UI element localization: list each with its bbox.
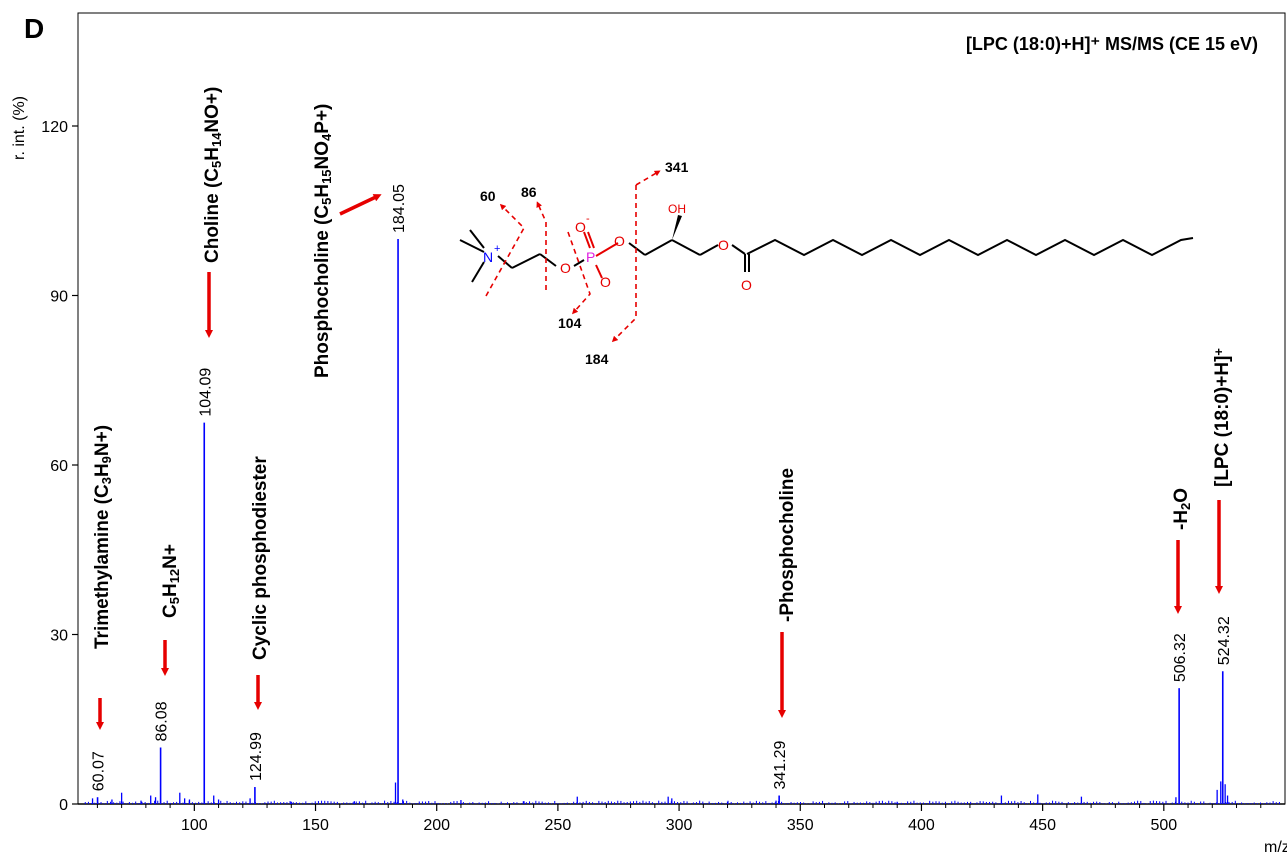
y-axis-label: r. int. (%)	[11, 96, 28, 160]
atom-o-1: O	[560, 260, 571, 276]
y-ticks: 0 30 60 90 120	[41, 119, 78, 814]
atom-o-minus-charge: -	[586, 213, 590, 225]
atom-n: N	[483, 249, 493, 265]
fragment-label-341: 341	[665, 159, 689, 175]
arrow-phosphocholine	[339, 194, 382, 216]
x-ticks: 100 150 200 250 300 350 400 450 500	[96, 804, 1262, 834]
x-tick-label: 200	[423, 817, 450, 834]
x-tick-label: 350	[787, 817, 814, 834]
x-tick-label: 400	[908, 817, 935, 834]
annotation-c5h12n: C5H12N+	[160, 544, 182, 618]
annotation-arrows	[96, 194, 1223, 730]
x-axis-label: m/z	[1264, 839, 1287, 856]
fragment-label-60: 60	[480, 188, 496, 204]
y-tick-label: 120	[41, 119, 68, 136]
fragment-label-104: 104	[558, 315, 582, 331]
atom-o-2: O	[614, 233, 625, 249]
atom-o-minus: O	[575, 219, 586, 235]
peak-label: 184.05	[391, 184, 408, 233]
labeled-peaks: 60.07 86.08 104.09 124.99 184.05 341.29 506.32…	[91, 184, 1233, 804]
peak-label: 86.08	[154, 701, 171, 741]
peak-label: 341.29	[772, 740, 789, 789]
peak-label: 60.07	[91, 751, 108, 791]
lpc-structure: N + O P O - O O OH O O 60 86 341 104 184	[459, 159, 1194, 367]
atom-oh: OH	[668, 202, 686, 216]
x-tick-label: 100	[181, 817, 208, 834]
minor-peaks	[84, 781, 1280, 804]
atom-p: P	[586, 249, 595, 265]
y-tick-label: 60	[50, 458, 68, 475]
atom-o-3: O	[718, 237, 729, 253]
atom-o-double: O	[600, 274, 611, 290]
x-tick-label: 150	[302, 817, 329, 834]
panel-letter: D	[24, 13, 44, 44]
annotation-phosphocholine: Phosphocholine (C5H15NO4P+)	[312, 104, 334, 378]
annotation-minus-phosphocholine: -Phosphocholine	[777, 468, 798, 622]
peak-label: 506.32	[1172, 633, 1189, 682]
peak-label: 124.99	[248, 732, 265, 781]
atom-n-charge: +	[494, 243, 500, 255]
x-tick-label: 450	[1029, 817, 1056, 834]
annotation-precursor: [LPC (18:0)+H]+	[1211, 348, 1233, 487]
peak-label: 524.32	[1216, 616, 1233, 665]
chart-title: [LPC (18:0)+H]⁺ MS/MS (CE 15 eV)	[966, 34, 1258, 54]
y-tick-label: 0	[59, 797, 68, 814]
annotation-minus-h2o: -H2O	[1171, 488, 1193, 530]
atom-o-carbonyl: O	[741, 277, 752, 293]
peak-label: 104.09	[197, 368, 214, 417]
annotation-choline: Choline (C5H14NO+)	[202, 87, 224, 263]
x-tick-label: 500	[1150, 817, 1177, 834]
y-tick-label: 30	[50, 628, 68, 645]
fragment-label-86: 86	[521, 184, 537, 200]
x-tick-label: 250	[545, 817, 572, 834]
fragment-label-184: 184	[585, 351, 609, 367]
x-tick-label: 300	[666, 817, 693, 834]
annotation-cyclic-phosphodiester: Cyclic phosphodiester	[250, 456, 271, 660]
annotation-trimethylamine: Trimethylamine (C3H9N+)	[92, 425, 114, 649]
y-tick-label: 90	[50, 289, 68, 306]
